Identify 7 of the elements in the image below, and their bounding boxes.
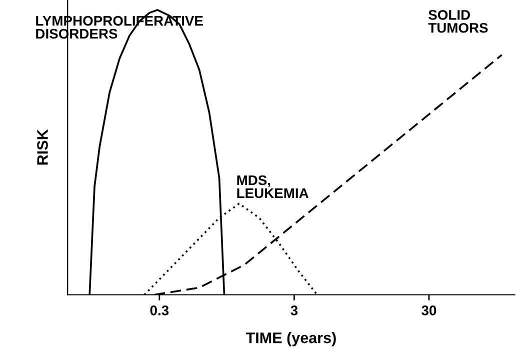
- x-axis-title: TIME (years): [246, 332, 336, 346]
- series-label: SOLID TUMORS: [428, 10, 488, 33]
- y-axis-title: RISK: [37, 129, 48, 165]
- series-label: MDS, LEUKEMIA: [237, 175, 308, 198]
- x-tick-label: 30: [422, 306, 436, 316]
- x-tick-label: 0.3: [150, 306, 169, 316]
- x-tick-label: 3: [290, 306, 298, 316]
